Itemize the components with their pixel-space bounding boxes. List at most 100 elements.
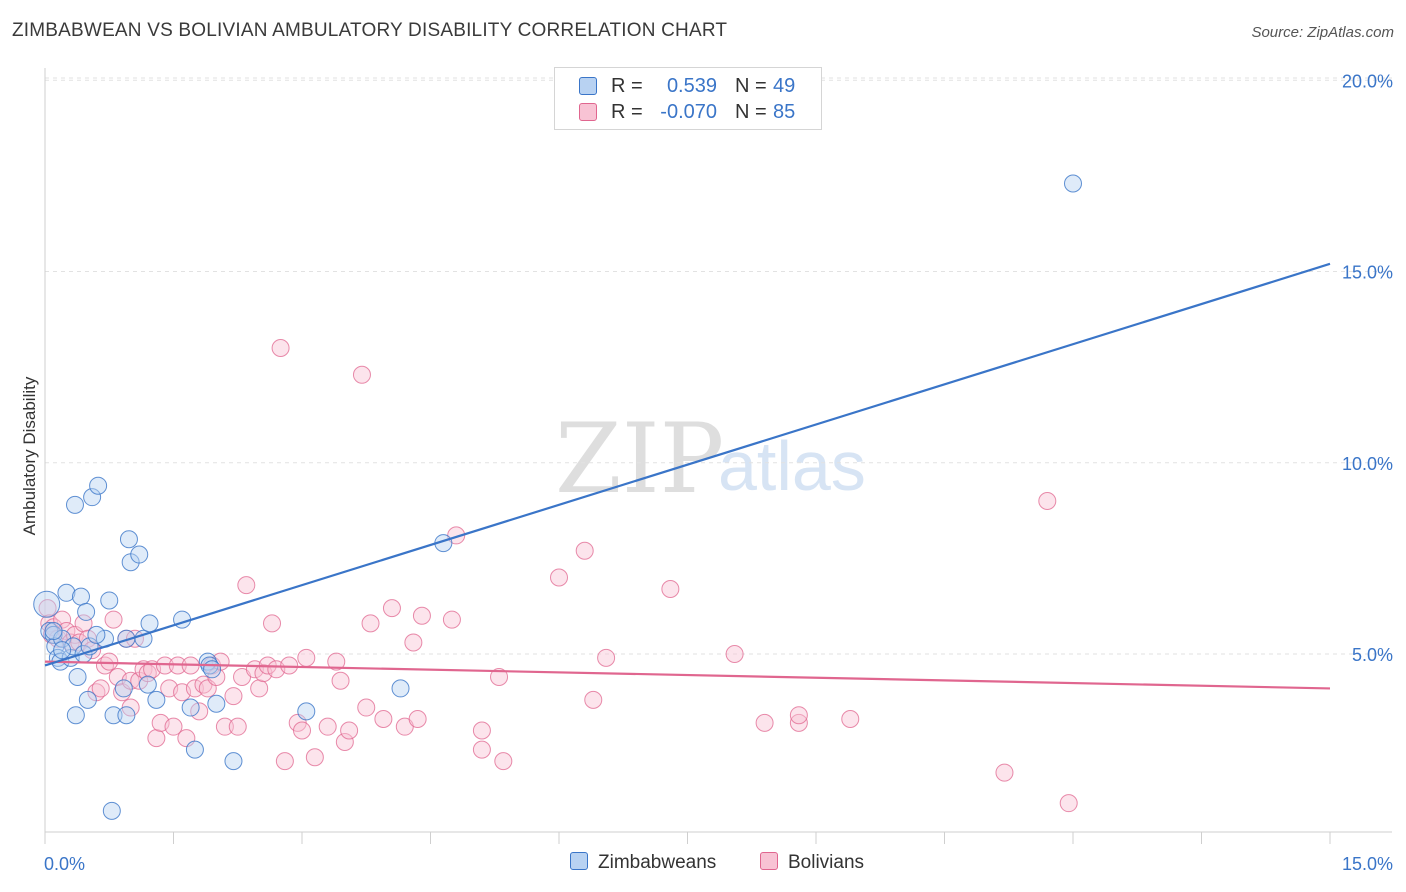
bolivian-point (661, 579, 680, 598)
zimbabwean-point (68, 667, 87, 686)
zimbabwean-point (140, 614, 159, 633)
stats-n-label: N = (735, 101, 767, 123)
zimbabwean-point (114, 679, 133, 698)
bolivian-point (91, 679, 110, 698)
gridlines (45, 77, 1392, 655)
bolivian-point (318, 717, 337, 736)
bolivian-point (340, 721, 359, 740)
bolivian-point (374, 710, 393, 729)
bolivian-point (215, 717, 234, 736)
zimbabwean-point (102, 801, 121, 820)
stats-r-value: -0.070 (660, 101, 717, 123)
bolivian-point (147, 729, 166, 748)
zimbabwean-point (77, 602, 96, 621)
stats-r-value: 0.539 (666, 75, 717, 97)
bolivian-point (271, 339, 290, 357)
bolivian-point (237, 576, 256, 595)
trend-lines (44, 262, 1331, 690)
stats-r-label: R = (611, 101, 643, 123)
bolivian-point (841, 710, 860, 729)
zimbabwean-point (117, 706, 136, 725)
bolivian-point (305, 748, 324, 767)
legend-item-zimbabweans[interactable]: Zimbabweans (570, 852, 716, 874)
bolivian-point (755, 713, 774, 732)
bolivian-point (357, 698, 376, 717)
zimbabwean-point (44, 622, 63, 641)
legend-swatch-bolivians (760, 852, 778, 870)
bolivian-point (1038, 492, 1057, 510)
y-tick-label: 10.0% (1342, 454, 1393, 474)
bolivian-point (382, 599, 401, 618)
zimbabwean-point (65, 495, 84, 514)
bolivian-point (725, 645, 744, 663)
zimbabwean-point (87, 625, 106, 644)
stats-n-value: 85 (773, 101, 796, 123)
bolivian-point (1059, 794, 1078, 813)
bolivian-point (361, 614, 380, 633)
bolivian-point (995, 763, 1014, 782)
bolivian-point (38, 599, 57, 618)
watermark-atlas: atlas (718, 427, 866, 505)
stats-swatch-bolivians (579, 103, 597, 121)
zimbabwean-point (147, 690, 166, 709)
zimbabwean-point (44, 625, 63, 644)
legend-item-bolivians[interactable]: Bolivians (760, 852, 864, 874)
y-tick-label: 20.0% (1342, 71, 1393, 91)
bolivian-point (335, 732, 354, 751)
bolivian-point (550, 568, 568, 587)
stats-n-value: 49 (773, 75, 796, 97)
zimbabwean-point (1064, 174, 1082, 193)
zimbabwean-point (130, 545, 149, 564)
bolivian-point (297, 648, 316, 667)
tick-labels: 5.0% 10.0% 15.0% 20.0% 0.0% 15.0% (44, 71, 1393, 874)
zimbabwean-point (33, 590, 61, 618)
bolivian-point (190, 702, 209, 721)
bolivian-point (185, 679, 204, 698)
bolivian-point (100, 652, 119, 671)
zimbabwean-point (185, 740, 204, 759)
bolivian-point (472, 721, 491, 740)
bolivian-point (293, 721, 311, 740)
y-tick-label: 5.0% (1352, 645, 1393, 665)
zimbabwean-point (224, 752, 243, 771)
bolivian-point (597, 648, 616, 667)
bolivian-point (352, 365, 371, 384)
bolivian-point (408, 710, 427, 729)
axes (44, 68, 1392, 844)
bolivian-point (789, 713, 808, 732)
zimbabwean-point (57, 583, 76, 602)
zimbabweans-trend-line (44, 262, 1331, 667)
bolivian-point (789, 706, 808, 725)
chart-title: ZIMBABWEAN VS BOLIVIAN AMBULATORY DISABI… (12, 20, 728, 41)
zimbabwean-point (89, 476, 108, 495)
zimbabwean-point (207, 694, 226, 713)
zimbabwean-point (297, 702, 316, 721)
bolivian-point (104, 610, 123, 629)
bolivian-point (327, 652, 346, 671)
y-tick-label: 15.0% (1342, 263, 1393, 283)
stats-n-label: N = (735, 75, 767, 97)
zimbabwean-point (203, 660, 222, 679)
bolivian-point (155, 656, 174, 675)
zimbabwean-point (100, 591, 119, 610)
stats-r-label: R = (611, 75, 643, 97)
bolivian-point (472, 740, 491, 759)
legend-swatch-zimbabweans (570, 852, 588, 870)
zimbabwean-point (71, 587, 90, 606)
bolivians-trend-line (44, 660, 1331, 690)
zimbabwean-point (83, 488, 102, 507)
bolivian-point (280, 656, 299, 675)
source-credit: Source: ZipAtlas.com (1251, 24, 1394, 41)
bolivian-point (494, 752, 513, 771)
zimbabwean-point (78, 690, 97, 709)
legend-label-zimbabweans: Zimbabweans (598, 852, 717, 873)
bolivian-point (228, 717, 247, 736)
bolivian-point (164, 717, 183, 736)
x-tick-label: 15.0% (1342, 854, 1393, 874)
y-axis-label: Ambulatory Disability (20, 376, 39, 535)
legend-label-bolivians: Bolivians (788, 852, 865, 873)
bolivian-point (490, 667, 509, 686)
zimbabwean-point (391, 679, 410, 698)
zimbabwean-point (104, 706, 123, 725)
